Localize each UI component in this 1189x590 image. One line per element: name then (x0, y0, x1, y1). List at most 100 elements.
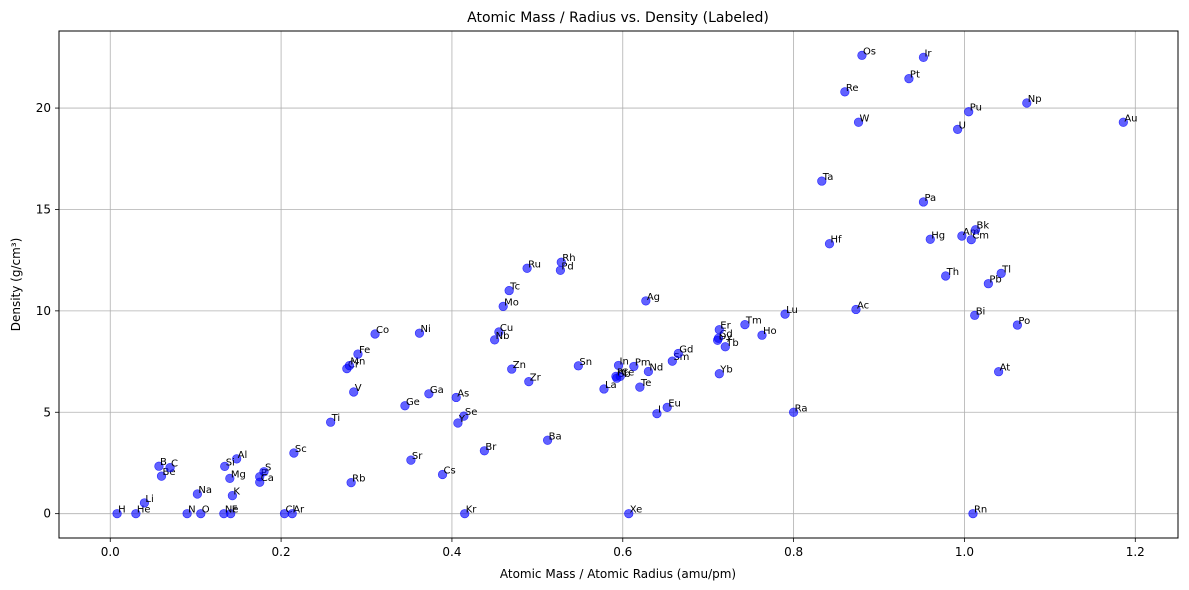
data-point-Ac (851, 304, 861, 315)
data-point-Te (635, 382, 645, 392)
point-label-Zr: Zr (530, 373, 542, 384)
x-tick-label: 0.4 (442, 545, 461, 559)
point-label-Ni: Ni (420, 324, 430, 335)
point-label-Bi: Bi (976, 306, 986, 317)
data-point-C (165, 463, 175, 473)
point-label-Ca: Ca (261, 473, 274, 484)
x-tick-label: 1.0 (955, 545, 974, 559)
point-label-F: F (232, 505, 238, 516)
data-point-Mg (225, 473, 235, 483)
point-label-Nb: Nb (496, 331, 510, 342)
y-tick-label: 15 (36, 202, 51, 216)
point-label-Eu: Eu (668, 398, 681, 409)
data-point-Na (192, 489, 202, 499)
data-point-Ne (219, 509, 229, 519)
point-label-Ba: Ba (549, 431, 562, 442)
data-point-Ag (641, 296, 651, 306)
data-point-Am (957, 231, 967, 241)
data-point-Nb (490, 335, 500, 345)
data-point-K (227, 491, 238, 501)
data-point-Co (370, 329, 380, 339)
data-point-He (131, 509, 141, 519)
point-label-U: U (959, 120, 966, 131)
point-label-Cu: Cu (500, 323, 513, 334)
data-point-Ho (757, 330, 767, 340)
data-point-Sn (573, 361, 583, 371)
point-label-Am: Am (963, 227, 980, 238)
point-label-Np: Np (1028, 94, 1042, 105)
data-point-Rn (968, 509, 978, 519)
point-label-Rn: Rn (974, 505, 987, 516)
data-point-Ar (287, 509, 297, 519)
point-label-Xe: Xe (630, 505, 643, 516)
data-point-Re (840, 87, 850, 97)
data-point-Bk (970, 225, 981, 235)
data-point-La (599, 384, 609, 394)
point-label-Sr: Sr (412, 451, 423, 462)
point-label-Cm: Cm (972, 231, 989, 242)
data-point-Lu (780, 309, 790, 319)
point-label-Cd: Cd (719, 329, 732, 340)
x-tick-label: 0.8 (784, 545, 803, 559)
data-point-Sm (667, 356, 677, 366)
data-point-Xe (624, 509, 634, 519)
point-label-Tb: Tb (725, 338, 738, 349)
point-label-Yb: Yb (719, 365, 732, 376)
axis-ticks: 0.0 0.2 0.4 0.6 0.8 1.0 1.2 0 5 10 15 20 (36, 101, 1145, 559)
point-label-H: H (118, 505, 126, 516)
point-label-V: V (355, 383, 362, 394)
data-point-Hg (925, 234, 935, 244)
data-point-I (652, 409, 662, 419)
point-label-N: N (188, 505, 195, 516)
data-point-Ti (326, 417, 336, 427)
x-tick-label: 1.2 (1126, 545, 1145, 559)
data-point-S (259, 467, 269, 477)
point-label-Pu: Pu (970, 103, 982, 114)
data-point-Cm (966, 235, 976, 245)
point-label-At: At (1000, 363, 1011, 374)
point-label-Bk: Bk (977, 221, 990, 232)
data-point-Al (232, 454, 242, 464)
point-label-Na: Na (198, 485, 212, 496)
point-label-Au: Au (1124, 113, 1137, 124)
data-point-Nd (643, 366, 653, 377)
point-label-K: K (233, 487, 240, 498)
data-point-Tb (720, 342, 730, 352)
point-label-Ho: Ho (763, 326, 777, 337)
point-label-Pa: Pa (924, 193, 936, 204)
point-label-Zn: Zn (513, 360, 526, 371)
data-point-Ru (522, 263, 532, 273)
point-label-Sn: Sn (579, 357, 592, 368)
data-point-Pr (611, 371, 621, 381)
point-label-Pr: Pr (617, 367, 628, 378)
data-point-Ge (400, 401, 410, 411)
point-label-C: C (171, 459, 178, 470)
point-label-Dy: Dy (719, 331, 733, 342)
data-point-Pa (918, 197, 929, 207)
y-axis-label: Density (g/cm³) (9, 238, 23, 332)
data-point-Pt (904, 74, 914, 84)
point-label-S: S (265, 463, 271, 474)
data-point-Tl (996, 268, 1006, 278)
point-label-Ir: Ir (924, 48, 932, 59)
data-point-Tc (504, 285, 514, 296)
data-point-Zn (507, 364, 517, 374)
point-label-Kr: Kr (466, 505, 478, 516)
point-label-Te: Te (640, 378, 652, 389)
data-point-Ca (255, 477, 265, 487)
point-label-Ac: Ac (857, 300, 869, 311)
point-label-Ge: Ge (406, 397, 420, 408)
data-point-Pb (983, 279, 993, 289)
point-label-Rb: Rb (352, 474, 365, 485)
point-label-Mg: Mg (231, 469, 246, 480)
point-label-I: I (658, 405, 661, 416)
data-point-Dy (712, 335, 723, 345)
point-label-W: W (860, 113, 870, 124)
point-label-Ti: Ti (331, 413, 341, 424)
point-label-Sm: Sm (673, 352, 689, 363)
data-point-Np (1022, 98, 1032, 108)
x-axis-label: Atomic Mass / Atomic Radius (amu/pm) (500, 567, 736, 581)
point-label-Tm: Tm (745, 316, 762, 327)
point-label-Gd: Gd (679, 344, 693, 355)
